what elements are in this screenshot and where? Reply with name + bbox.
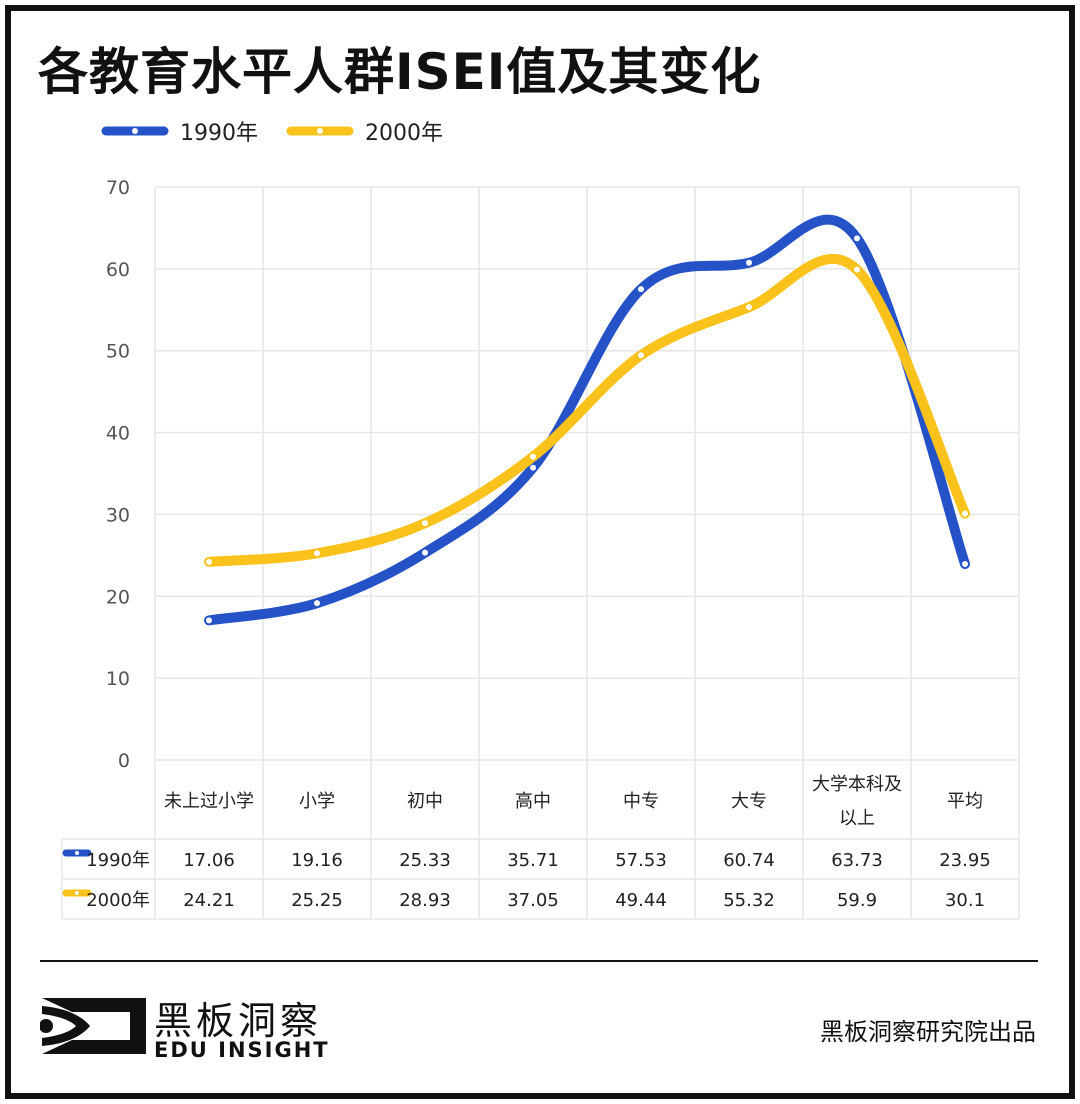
data-point-2000 (314, 550, 320, 557)
data-point-2000 (206, 558, 212, 565)
table-cell: 35.71 (507, 850, 559, 871)
table-cell: 25.33 (399, 850, 451, 871)
table-cell: 55.32 (723, 890, 775, 911)
x-tick-label: 以上 (839, 808, 875, 829)
data-point-2000 (638, 352, 644, 359)
data-point-2000 (530, 453, 536, 460)
x-tick-label: 小学 (299, 791, 335, 812)
y-tick-label: 40 (106, 423, 130, 445)
legend-swatch-2000 (286, 126, 354, 136)
table-cell: 24.21 (183, 890, 235, 911)
data-point-1990 (854, 235, 860, 242)
data-point-2000 (854, 266, 860, 273)
series-line-1990 (204, 214, 970, 626)
table-cell: 60.74 (723, 850, 775, 871)
table-row-swatch-dot (75, 851, 79, 855)
data-point-1990 (638, 286, 644, 293)
x-tick-label: 高中 (515, 791, 551, 812)
legend-item-2000: 2000年 (285, 116, 443, 146)
y-tick-label: 50 (106, 341, 130, 363)
x-tick-label: 中专 (623, 791, 659, 812)
brand-name-cn: 黑板洞察 (154, 999, 323, 1043)
data-point-1990 (206, 617, 212, 624)
legend-swatch-1990 (101, 126, 169, 136)
x-tick-label: 初中 (407, 791, 443, 812)
series-line-2000 (204, 253, 970, 567)
legend-label-2000: 2000年 (365, 121, 443, 146)
data-point-1990 (422, 549, 428, 556)
y-tick-label: 10 (106, 668, 130, 690)
table-cell: 19.16 (291, 850, 343, 871)
table-cell: 59.9 (837, 890, 877, 911)
table-cell: 25.25 (291, 890, 343, 911)
legend-label-1990: 1990年 (180, 121, 258, 146)
table-cell: 28.93 (399, 890, 451, 911)
table-cell: 17.06 (183, 850, 235, 871)
table-cell: 23.95 (939, 850, 991, 871)
table-row-header: 1990年 (86, 850, 150, 871)
data-point-1990 (746, 259, 752, 266)
table-row-swatch-dot (75, 891, 79, 895)
brand-name-en: EDU INSIGHT (154, 1038, 330, 1062)
table-row-header: 2000年 (86, 890, 150, 911)
x-tick-label: 平均 (947, 791, 983, 812)
x-tick-label: 未上过小学 (164, 791, 254, 812)
legend-item-1990: 1990年 (100, 116, 258, 146)
x-tick-label: 大专 (731, 791, 767, 812)
table-cell: 49.44 (615, 890, 667, 911)
y-tick-label: 0 (118, 750, 130, 772)
y-tick-label: 60 (106, 259, 130, 281)
data-point-1990 (314, 600, 320, 607)
data-point-1990 (962, 560, 968, 567)
chart-title: 各教育水平人群ISEI值及其变化 (38, 43, 762, 101)
table-cell: 37.05 (507, 890, 559, 911)
data-point-1990 (530, 464, 536, 471)
data-point-2000 (962, 510, 968, 517)
footer-credit: 黑板洞察研究院出品 (820, 1018, 1036, 1046)
data-point-2000 (746, 304, 752, 311)
y-tick-label: 30 (106, 504, 130, 526)
table-cell: 30.1 (945, 890, 985, 911)
y-tick-label: 70 (106, 177, 130, 199)
y-tick-label: 20 (106, 586, 130, 608)
footer-divider (40, 960, 1038, 962)
edu-insight-logo (40, 998, 146, 1054)
table-cell: 57.53 (615, 850, 667, 871)
table-cell: 63.73 (831, 850, 883, 871)
x-tick-label: 大学本科及 (812, 774, 902, 795)
data-point-2000 (422, 520, 428, 527)
